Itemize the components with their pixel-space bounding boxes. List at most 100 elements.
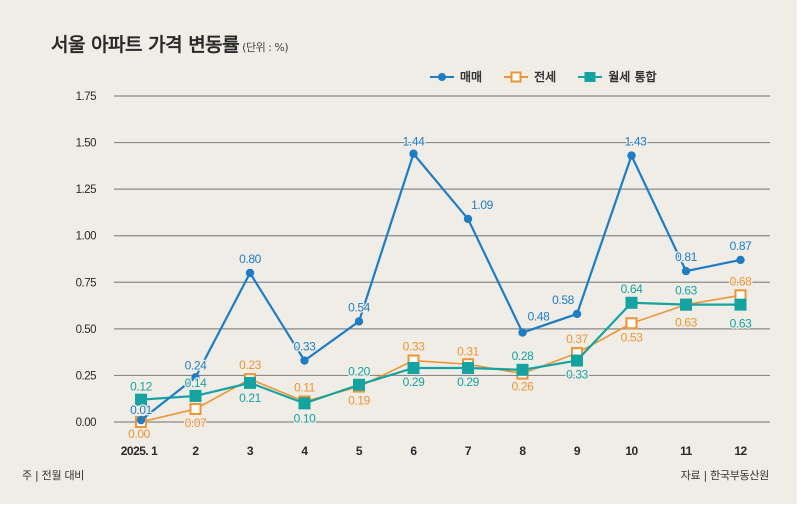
series-line-monthly <box>140 301 741 405</box>
data-label-jeonse: 0.07 <box>185 416 207 430</box>
legend-item-monthly: 월세 통합 <box>578 68 657 85</box>
legend-item-sale: 매매 <box>430 68 482 85</box>
data-label-monthly: 0.14 <box>185 376 207 390</box>
data-label-sale: 0.33 <box>294 340 316 354</box>
data-label-jeonse: 0.26 <box>512 380 534 394</box>
chart-title: 서울 아파트 가격 변동률 (단위 : %) <box>51 30 289 57</box>
data-label-sale: 0.24 <box>185 358 207 372</box>
data-label-jeonse: 0.68 <box>730 274 752 288</box>
x-tick-label: 6 <box>410 444 417 458</box>
filled-square-marker-icon <box>578 71 603 82</box>
data-label-sale: 0.58 <box>552 293 574 307</box>
y-tick-label: 1.75 <box>76 91 96 103</box>
data-label-monthly: 0.29 <box>403 375 425 389</box>
series-line-jeonse <box>140 294 741 423</box>
title-text: 서울 아파트 가격 변동률 <box>51 34 240 56</box>
data-label-jeonse: 0.33 <box>403 340 425 354</box>
y-tick-label: 0.75 <box>76 277 96 289</box>
data-labels: 0.01 0.24 0.80 0.33 0.54 1.44 1.09 0.480.58 1.43… <box>127 133 754 442</box>
x-tick-label: 12 <box>734 444 747 458</box>
series-line-sale <box>140 151 741 422</box>
data-point-monthly <box>353 378 365 391</box>
data-point-monthly <box>625 296 638 309</box>
legend-label-jeonse: 전세 <box>534 70 557 84</box>
y-tick-label: 0.50 <box>76 324 96 336</box>
data-point-sale <box>300 356 309 365</box>
y-axis-ticks: 0.00 0.25 0.50 0.75 1.00 1.25 1.50 1.75 <box>76 91 97 429</box>
data-label-jeonse: 0.31 <box>457 344 479 358</box>
data-label-monthly: 0.10 <box>294 411 316 425</box>
data-label-jeonse: 0.23 <box>239 358 261 372</box>
x-tick-label: 7 <box>465 444 472 458</box>
x-tick-label: 5 <box>356 444 363 458</box>
data-point-sale <box>518 328 527 337</box>
data-point-sale <box>627 151 636 160</box>
data-label-jeonse: 0.19 <box>348 394 370 408</box>
data-label-jeonse: 0.63 <box>675 316 697 330</box>
legend: 매매 전세 월세 통합 <box>430 68 657 85</box>
data-point-monthly <box>680 298 692 311</box>
x-tick-label: 2025. 1 <box>121 444 158 458</box>
data-label-monthly: 0.64 <box>621 282 643 296</box>
data-label-sale: 0.48 <box>528 310 550 324</box>
data-point-sale <box>736 255 745 265</box>
data-label-sale: 0.54 <box>348 300 370 314</box>
unit-label: (단위 : %) <box>242 41 289 54</box>
data-label-jeonse: 0.53 <box>621 330 643 344</box>
data-point-sale <box>463 214 473 224</box>
data-label-sale: 1.43 <box>625 135 647 149</box>
x-tick-label: 3 <box>247 444 254 458</box>
y-tick-label: 1.50 <box>76 138 96 150</box>
data-point-sale <box>245 268 255 278</box>
x-tick-label: 10 <box>625 444 638 458</box>
legend-item-jeonse: 전세 <box>504 68 556 85</box>
legend-label-sale: 매매 <box>460 70 483 84</box>
data-label-jeonse: 0.37 <box>566 332 588 346</box>
data-point-monthly <box>298 397 311 410</box>
x-tick-label: 2 <box>192 444 199 458</box>
x-tick-label: 11 <box>680 444 693 458</box>
data-point-sale <box>681 266 691 276</box>
gridlines <box>114 95 770 423</box>
data-point-monthly <box>571 354 583 367</box>
circle-marker-icon <box>430 72 454 81</box>
data-point-monthly <box>189 389 202 402</box>
data-point-sale <box>409 149 418 158</box>
data-label-monthly: 0.63 <box>675 284 697 298</box>
data-label-sale: 0.01 <box>130 403 152 417</box>
data-label-monthly: 0.12 <box>130 380 152 394</box>
data-label-jeonse: 0.00 <box>128 427 150 441</box>
data-point-monthly <box>462 361 474 374</box>
data-point-sale <box>572 309 582 319</box>
data-label-sale: 1.44 <box>403 135 425 149</box>
data-label-sale: 0.80 <box>239 252 261 266</box>
y-tick-label: 0.00 <box>76 417 96 429</box>
y-tick-label: 1.00 <box>76 231 96 243</box>
series-lines <box>135 149 747 428</box>
y-tick-label: 0.25 <box>76 370 96 382</box>
data-point-monthly <box>734 298 747 311</box>
data-label-sale: 1.09 <box>471 198 493 212</box>
x-tick-label: 9 <box>574 444 581 458</box>
source-note: 자료 | 한국부동산원 <box>680 469 770 482</box>
data-point-monthly <box>516 363 529 376</box>
data-label-monthly: 0.28 <box>512 349 534 363</box>
data-point-sale <box>191 373 200 382</box>
data-point-monthly <box>244 376 256 389</box>
x-axis-ticks: 2025. 1 2 3 4 5 6 7 8 9 10 11 12 <box>121 444 748 458</box>
footnote: 주 | 전월 대비 <box>22 469 85 482</box>
data-label-sale: 0.81 <box>675 250 697 264</box>
data-label-monthly: 0.33 <box>566 368 588 382</box>
data-label-monthly: 0.29 <box>457 375 479 389</box>
data-label-monthly: 0.21 <box>239 391 261 405</box>
data-point-monthly <box>407 361 420 374</box>
data-label-monthly: 0.63 <box>730 317 752 331</box>
data-point-monthly <box>135 393 147 406</box>
data-point-jeonse <box>625 317 638 330</box>
data-point-jeonse <box>189 402 202 415</box>
data-point-sale <box>136 415 146 425</box>
data-point-sale <box>354 317 364 326</box>
hollow-square-marker-icon <box>504 71 529 82</box>
